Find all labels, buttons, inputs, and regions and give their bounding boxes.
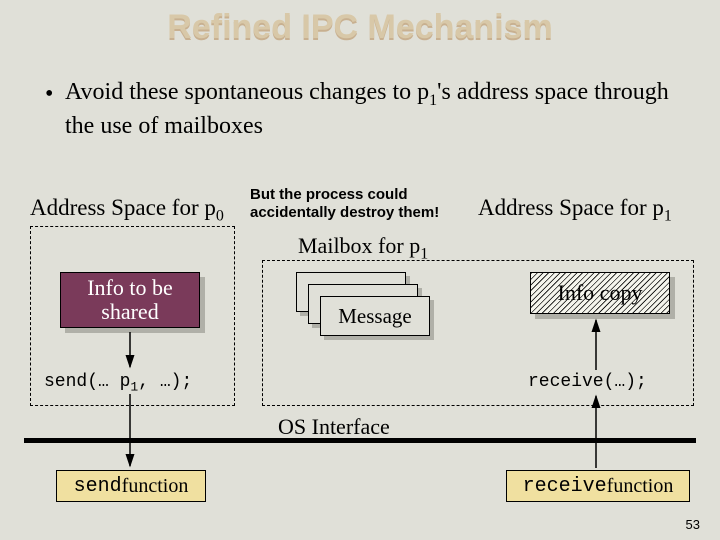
arrows: [0, 0, 720, 540]
slide-title: Refined IPC Mechanism Refined IPC Mechan…: [0, 0, 720, 47]
title-text: Refined IPC Mechanism: [0, 8, 720, 47]
